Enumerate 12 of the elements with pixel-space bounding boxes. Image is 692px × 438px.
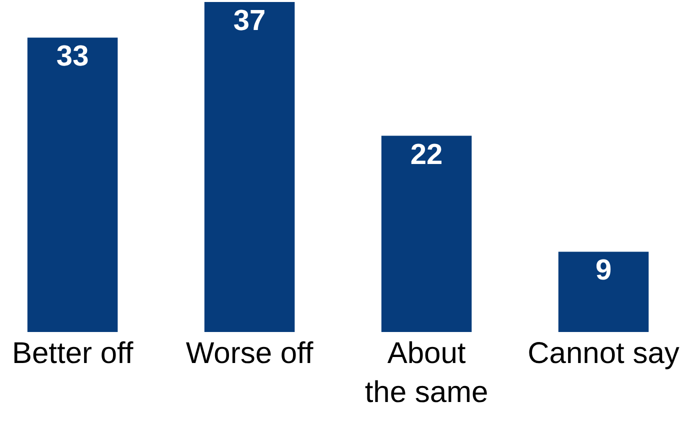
- data-label: 37: [233, 4, 266, 37]
- data-label: 22: [410, 138, 443, 171]
- data-label: 9: [595, 254, 612, 287]
- x-tick-label: Worse off: [186, 337, 314, 370]
- bar: [381, 136, 472, 332]
- bar: [27, 38, 118, 332]
- bar: [558, 252, 649, 332]
- x-tick-label: Cannot say: [528, 337, 680, 370]
- data-label: 33: [56, 40, 89, 73]
- x-tick-label: Better off: [12, 337, 134, 370]
- x-tick-label: About the same: [364, 337, 488, 409]
- bar: [204, 2, 295, 332]
